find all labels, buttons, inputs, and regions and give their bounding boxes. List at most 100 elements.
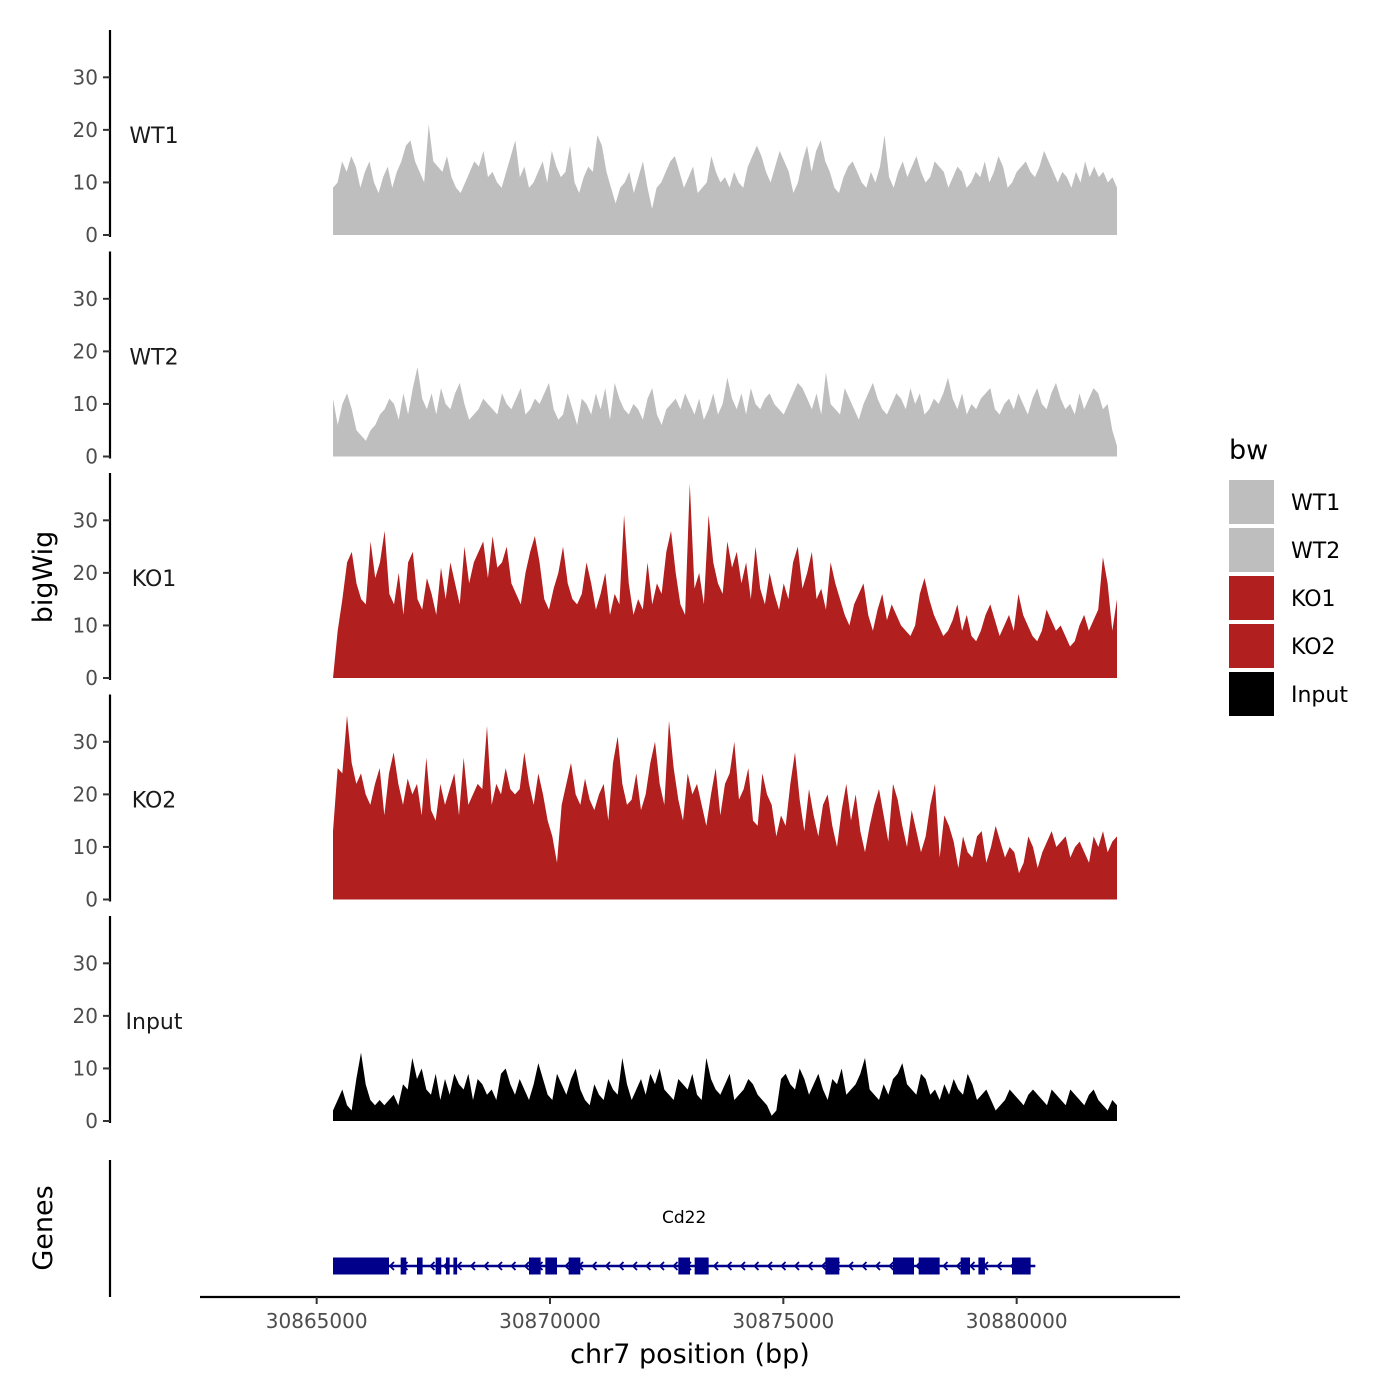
y-tick-label: 0 (85, 888, 98, 912)
legend-swatch-wt1 (1229, 480, 1274, 524)
gene-exon (435, 1257, 442, 1275)
legend-label-wt2: WT2 (1291, 539, 1340, 564)
y-tick-label: 20 (73, 561, 98, 585)
gene-exon (529, 1257, 541, 1275)
y-tick-label: 10 (73, 613, 98, 637)
strand-chevron (388, 1261, 395, 1271)
track-label-wt2: WT2 (129, 346, 178, 371)
gene-exon (893, 1257, 914, 1275)
strand-chevron (456, 1261, 463, 1271)
gene-exon (568, 1257, 581, 1275)
legend-swatch-ko2 (1229, 624, 1274, 668)
strand-chevron (658, 1261, 665, 1271)
track-label-wt1: WT1 (129, 124, 178, 149)
track-label-input: Input (126, 1010, 183, 1035)
track-ko2: 0 10 20 30 KO2 (73, 694, 1117, 912)
x-tick-label: 30865000 (266, 1309, 368, 1333)
gene-exon (417, 1257, 423, 1275)
track-label-ko2: KO2 (132, 789, 177, 814)
strand-chevron (942, 1261, 949, 1271)
area-wt1 (333, 124, 1117, 235)
legend-label-ko1: KO1 (1291, 587, 1336, 612)
strand-chevron (793, 1261, 800, 1271)
legend-swatch-ko1 (1229, 576, 1274, 620)
legend-item-ko1: KO1 (1229, 576, 1336, 620)
strand-chevron (483, 1261, 490, 1271)
strand-chevron (672, 1261, 679, 1271)
strand-chevron (510, 1261, 517, 1271)
legend-label-ko2: KO2 (1291, 635, 1336, 660)
legend-item-ko2: KO2 (1229, 624, 1336, 668)
gene-exon (918, 1257, 940, 1275)
strand-chevron (888, 1261, 895, 1271)
y-tick-label: 30 (73, 951, 98, 975)
gene-exon (960, 1257, 970, 1275)
gene-label: Cd22 (662, 1208, 706, 1228)
y-tick-label: 20 (73, 782, 98, 806)
gene-exon (445, 1257, 450, 1275)
y-tick-label: 20 (73, 118, 98, 142)
y-tick-label: 20 (73, 1004, 98, 1028)
gene-exon (694, 1257, 709, 1275)
area-ko2 (333, 715, 1117, 900)
strand-chevron (712, 1261, 719, 1271)
tracks-layer: 0 10 20 30 WT1 0 10 20 30 WT2 0 10 20 30 KO1 0 10 20 30 KO2… (73, 30, 1117, 1133)
genes-panel: Cd22 (108, 1160, 1036, 1297)
strand-chevron (753, 1261, 760, 1271)
area-input (333, 1052, 1117, 1121)
track-wt1: 0 10 20 30 WT1 (73, 30, 1117, 247)
y-tick-label: 10 (73, 170, 98, 194)
strand-chevron (469, 1261, 476, 1271)
legend-label-input: Input (1291, 683, 1348, 708)
strand-chevron (861, 1261, 868, 1271)
legend-item-input: Input (1229, 672, 1348, 716)
strand-chevron (618, 1261, 625, 1271)
track-label-ko1: KO1 (132, 567, 177, 592)
x-axis: 30865000 30870000 30875000 30880000 (200, 1295, 1180, 1333)
strand-chevron (726, 1261, 733, 1271)
strand-chevron (604, 1261, 611, 1271)
track-wt2: 0 10 20 30 WT2 (73, 251, 1117, 469)
x-tick-label: 30875000 (732, 1309, 834, 1333)
gene-exon (400, 1257, 407, 1275)
strand-chevron (429, 1261, 436, 1271)
y-tick-label: 0 (85, 666, 98, 690)
gene-exon (333, 1257, 389, 1275)
x-axis-title: chr7 position (bp) (570, 1339, 810, 1370)
y-tick-label: 10 (73, 835, 98, 859)
y-tick-label: 30 (73, 287, 98, 311)
strand-chevron (874, 1261, 881, 1271)
y-axis-title: bigWig (28, 531, 59, 624)
legend-label-wt1: WT1 (1291, 491, 1340, 516)
strand-chevron (739, 1261, 746, 1271)
y-tick-label: 30 (73, 730, 98, 754)
legend-item-wt1: WT1 (1229, 480, 1340, 524)
legend-item-wt2: WT2 (1229, 528, 1340, 572)
legend-entries: WT1 WT2 KO1 KO2 Input (1229, 480, 1348, 716)
area-wt2 (333, 367, 1117, 457)
y-tick-label: 20 (73, 339, 98, 363)
strand-chevron (847, 1261, 854, 1271)
strand-chevron (523, 1261, 530, 1271)
y-tick-label: 30 (73, 65, 98, 89)
strand-chevron (780, 1261, 787, 1271)
track-input: 0 10 20 30 Input (73, 916, 1117, 1133)
y-tick-label: 30 (73, 508, 98, 532)
strand-chevron (564, 1261, 571, 1271)
strand-chevron (645, 1261, 652, 1271)
gene-exon (825, 1257, 840, 1275)
x-tick-label: 30880000 (966, 1309, 1068, 1333)
gene-exon (978, 1257, 985, 1275)
legend: bw WT1 WT2 KO1 KO2 Input (1229, 435, 1348, 716)
strand-chevron (496, 1261, 503, 1271)
gene-exon (453, 1257, 458, 1275)
legend-swatch-input (1229, 672, 1274, 716)
gene-cd22: Cd22 (333, 1208, 1036, 1275)
legend-title: bw (1229, 435, 1268, 466)
strand-chevron (631, 1261, 638, 1271)
genes-axis-title: Genes (28, 1185, 59, 1270)
strand-chevron (807, 1261, 814, 1271)
legend-swatch-wt2 (1229, 528, 1274, 572)
strand-chevron (955, 1261, 962, 1271)
